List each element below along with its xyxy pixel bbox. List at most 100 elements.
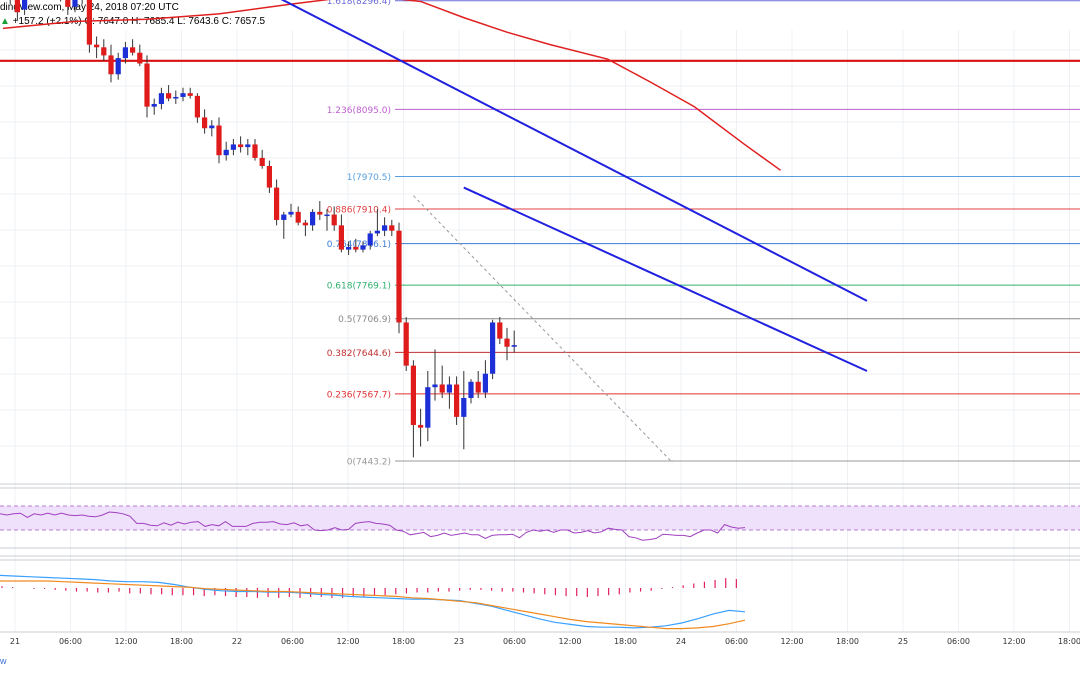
candle-body — [374, 230, 380, 234]
candle-body — [144, 63, 150, 107]
candle-body — [389, 225, 395, 231]
rsi-line — [0, 511, 746, 541]
candle-body — [252, 144, 258, 158]
candle-body — [115, 58, 121, 75]
candle-body — [497, 322, 503, 339]
candle-body — [108, 55, 114, 75]
candle-body — [259, 157, 265, 167]
candle-body — [122, 47, 128, 59]
x-tick-label: 21 — [10, 637, 20, 646]
candle-body — [482, 373, 488, 393]
x-tick-label: 06:00 — [947, 637, 970, 646]
triangle-up-icon: ▲ — [0, 16, 10, 27]
x-tick-label: 18:00 — [836, 637, 859, 646]
x-tick-label: 12:00 — [114, 637, 137, 646]
x-tick-label: 12:00 — [336, 637, 359, 646]
fib-level-label: 1(7970.5) — [347, 173, 391, 183]
candle-body — [238, 144, 244, 148]
candle-body — [22, 0, 28, 10]
candle-body — [367, 233, 373, 246]
candle-body — [410, 365, 416, 425]
x-tick-label: 06:00 — [59, 637, 82, 646]
candle-body — [65, 0, 71, 7]
candle-body — [396, 230, 402, 323]
candle-body — [439, 384, 445, 393]
fib-level-label: 0.382(7644.6) — [327, 349, 391, 359]
candle-body — [166, 93, 172, 99]
x-tick-label: 23 — [454, 637, 464, 646]
candle-body — [281, 214, 287, 220]
candle-body — [454, 384, 460, 417]
fib-level-label: 0.764(7846.1) — [327, 240, 391, 250]
x-tick-label: 18:00 — [1058, 637, 1080, 646]
fib-level-label: 0(7443.2) — [347, 458, 391, 468]
fib-level-label: 0.5(7706.9) — [338, 315, 391, 325]
candle-body — [245, 144, 251, 148]
candle-body — [194, 95, 200, 118]
candle-body — [418, 424, 424, 428]
candle-body — [130, 47, 136, 53]
x-tick-label: 25 — [898, 637, 908, 646]
moving-average-line — [2, 0, 782, 171]
fib-level-label: 0.618(7769.1) — [327, 282, 391, 292]
candle-body — [137, 52, 143, 64]
candle-body — [475, 381, 481, 393]
candle-body — [331, 214, 337, 226]
candle-body — [230, 144, 236, 150]
x-tick-label: 12:00 — [780, 637, 803, 646]
candle-body — [173, 96, 179, 99]
x-tick-label: 06:00 — [503, 637, 526, 646]
candle-body — [425, 387, 431, 428]
fib-level-label: 1.236(8095.0) — [327, 106, 391, 116]
x-tick-label: 22 — [232, 637, 242, 646]
candle-body — [266, 166, 272, 188]
candle-body — [151, 103, 157, 107]
footer-fragment: w — [0, 656, 7, 666]
candle-body — [302, 222, 308, 226]
candle-body — [295, 211, 301, 223]
x-tick-label: 18:00 — [170, 637, 193, 646]
candle-body — [504, 338, 510, 347]
candle-body — [317, 211, 323, 215]
candle-body — [216, 125, 222, 156]
fib-level-label: 0.236(7567.7) — [327, 390, 391, 400]
x-tick-label: 18:00 — [392, 637, 415, 646]
fib-dashed-line — [413, 195, 673, 464]
candle-body — [353, 246, 359, 250]
candle-body — [86, 0, 92, 45]
candle-body — [382, 225, 388, 231]
candle-body — [180, 93, 186, 97]
candle-body — [360, 245, 366, 250]
candle-body — [288, 211, 294, 215]
candle-body — [432, 384, 438, 388]
candle-body — [274, 187, 280, 220]
candle-body — [223, 149, 229, 156]
rsi-band — [0, 506, 1080, 530]
chart-header-values: ▲ +157.2 (+2.1%) O: 7647.0 H: 7685.4 L: … — [0, 16, 265, 27]
candle-body — [101, 47, 107, 56]
trendline — [280, 0, 868, 302]
x-tick-label: 24 — [676, 637, 686, 646]
candle-body — [511, 345, 517, 347]
trendline — [463, 186, 868, 372]
x-tick-label: 12:00 — [558, 637, 581, 646]
candle-body — [158, 93, 164, 104]
candle-body — [324, 214, 330, 217]
fib-level-label: 1.618(8296.4) — [327, 0, 391, 7]
candle-body — [403, 322, 409, 366]
candle-body — [94, 44, 100, 48]
candle-body — [468, 381, 474, 398]
x-tick-label: 06:00 — [725, 637, 748, 646]
candle-body — [338, 225, 344, 250]
candle-body — [14, 0, 20, 13]
fib-level-label: 0.886(7910.4) — [327, 205, 391, 215]
x-tick-label: 18:00 — [614, 637, 637, 646]
x-tick-label: 06:00 — [281, 637, 304, 646]
candle-body — [490, 322, 496, 374]
candle-body — [446, 384, 452, 393]
ohlc-readout: O: 7647.0 H: 7685.4 L: 7643.6 C: 7657.5 — [84, 16, 266, 27]
candle-body — [202, 117, 208, 129]
candle-body — [310, 211, 316, 226]
